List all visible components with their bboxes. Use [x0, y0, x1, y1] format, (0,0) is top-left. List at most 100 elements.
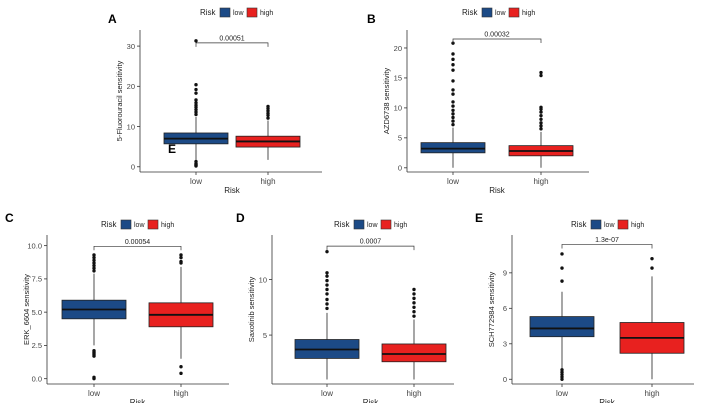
outlier-point: [179, 253, 183, 257]
x-axis-title: Risk: [599, 398, 616, 403]
panel-label: E: [475, 211, 483, 225]
legend-label-low: low: [367, 222, 378, 229]
outlier-point: [325, 283, 329, 287]
y-axis-title: SCH772984 sensitivity: [487, 272, 496, 348]
outlier-point: [451, 115, 455, 120]
y-tick-label: 30: [127, 42, 135, 51]
legend: Risk low high: [462, 7, 535, 18]
y-tick-label: 5.0: [32, 308, 42, 317]
outlier-point: [451, 112, 455, 116]
legend-label-high: high: [260, 10, 273, 17]
x-axis-title: Risk: [363, 398, 380, 403]
legend: Risk low high: [571, 219, 644, 230]
outlier-point: [194, 101, 198, 105]
outlier-point: [560, 377, 564, 381]
significance-bracket: 0.0007: [326, 239, 415, 251]
box-iqr: [381, 343, 447, 363]
legend-title: Risk: [571, 220, 588, 229]
bracket-line: [326, 245, 415, 251]
box-high: [148, 253, 214, 376]
y-axis-title: Saxotinib sensitivity: [247, 277, 256, 343]
x-tick-label-high: high: [644, 389, 659, 398]
y-tick-label: 5: [263, 331, 267, 340]
legend-label-high: high: [161, 222, 174, 229]
legend-swatch-high: [246, 7, 258, 18]
outlier-point: [325, 274, 329, 278]
y-tick-label: 0.0: [32, 374, 42, 383]
outlier-point: [92, 261, 96, 265]
outlier-point: [539, 127, 543, 131]
outlier-point: [650, 256, 654, 261]
y-tick-label: 20: [394, 44, 402, 53]
outlier-point: [451, 108, 455, 112]
y-tick-label: 0: [503, 375, 507, 384]
y-tick-label: 10: [394, 104, 402, 113]
p-value-label: 0.0007: [360, 239, 382, 246]
overlay-letter: E: [168, 142, 176, 156]
y-axis-title: 5-Fluorouracil sensitivity: [115, 61, 124, 142]
outlier-point: [451, 68, 455, 72]
outlier-point: [325, 292, 329, 296]
outlier-point: [650, 266, 654, 270]
outlier-point: [194, 110, 198, 114]
outlier-point: [412, 310, 416, 314]
y-tick-label: 0: [398, 164, 402, 173]
panel-label: B: [367, 12, 376, 26]
box-high: [508, 70, 574, 168]
outlier-point: [451, 100, 455, 104]
outlier-point: [266, 104, 270, 109]
outlier-point: [451, 119, 455, 123]
outlier-point: [451, 52, 455, 56]
outlier-point: [194, 107, 198, 112]
outlier-point: [451, 88, 455, 92]
outlier-point: [451, 41, 455, 45]
box-high: [235, 104, 301, 160]
outlier-point: [560, 372, 564, 377]
box-low: [420, 41, 486, 168]
y-tick-label: 2.5: [32, 341, 42, 350]
panel-label: A: [108, 12, 117, 26]
x-axis-title: Risk: [224, 186, 241, 195]
y-axis-title: ERK_6604 sensitivity: [22, 274, 31, 345]
box-iqr: [529, 316, 595, 338]
box-low: [529, 252, 595, 381]
x-axis-title: Risk: [489, 186, 506, 195]
x-tick-label-high: high: [173, 389, 188, 398]
outlier-point: [539, 73, 543, 78]
y-tick-label: 10: [259, 275, 267, 284]
outlier-point: [194, 87, 198, 92]
outlier-point: [92, 375, 96, 380]
outlier-point: [325, 302, 329, 306]
outlier-point: [451, 122, 455, 127]
outlier-point: [412, 296, 416, 301]
outlier-point: [266, 111, 270, 115]
legend-label-low: low: [134, 222, 145, 229]
legend-label-high: high: [394, 222, 407, 229]
x-axis-title: Risk: [130, 398, 147, 403]
box-low: [163, 39, 229, 168]
outlier-point: [560, 266, 564, 270]
outlier-point: [560, 368, 564, 372]
legend-swatch-low: [120, 219, 132, 230]
box-low: [294, 249, 360, 380]
outlier-point: [539, 105, 543, 109]
x-tick-label-low: low: [321, 389, 333, 398]
outlier-point: [325, 278, 329, 283]
outlier-point: [194, 98, 198, 102]
bracket-line: [195, 42, 269, 47]
p-value-label: 1.3e-07: [595, 237, 619, 244]
legend-label-low: low: [604, 222, 615, 229]
legend: Risk low high: [200, 7, 273, 18]
x-tick-label-low: low: [447, 177, 459, 186]
y-tick-label: 20: [127, 82, 135, 91]
outlier-point: [92, 263, 96, 268]
outlier-point: [194, 112, 198, 117]
outlier-point: [179, 259, 183, 264]
legend-swatch-high: [508, 7, 520, 18]
x-tick-label-high: high: [533, 177, 548, 186]
outlier-point: [325, 297, 329, 302]
panel-label: D: [236, 211, 245, 225]
legend: Risk low high: [334, 219, 407, 230]
